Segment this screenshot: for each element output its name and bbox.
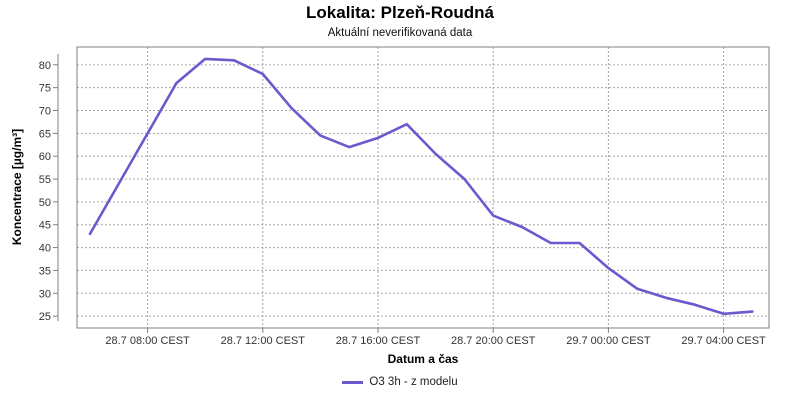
x-tick-label: 28.7 12:00 CEST — [221, 335, 306, 347]
y-tick-label: 80 — [39, 60, 51, 72]
x-tick-label: 28.7 20:00 CEST — [451, 335, 536, 347]
x-tick-label: 29.7 04:00 CEST — [681, 335, 766, 347]
y-tick-label: 40 — [39, 243, 51, 255]
y-axis-title: Koncentrace [µg/m³] — [10, 128, 24, 246]
legend: O3 3h - z modelu — [0, 376, 800, 388]
y-tick-label: 75 — [39, 83, 51, 95]
y-tick-label: 65 — [39, 128, 51, 140]
y-tick-label: 35 — [39, 265, 51, 277]
y-tick-label: 45 — [39, 220, 51, 232]
y-tick-label: 60 — [39, 151, 51, 163]
y-tick-label: 30 — [39, 288, 51, 300]
y-tick-label: 55 — [39, 174, 51, 186]
x-tick-label: 28.7 08:00 CEST — [105, 335, 190, 347]
legend-label: O3 3h - z modelu — [369, 376, 458, 388]
y-tick-label: 25 — [39, 311, 51, 323]
plot-frame — [76, 46, 770, 329]
x-tick-label: 29.7 00:00 CEST — [566, 335, 651, 347]
x-axis-title: Datum a čas — [387, 352, 459, 366]
y-tick-label: 50 — [39, 197, 51, 209]
y-tick-label: 70 — [39, 106, 51, 118]
series-line — [88, 57, 754, 316]
x-tick-label: 28.7 16:00 CEST — [336, 335, 421, 347]
chart-subtitle: Aktuální neverifikovaná data — [327, 27, 473, 39]
legend-line-swatch — [342, 380, 364, 384]
chart-title: Lokalita: Plzeň-Roudná — [306, 3, 494, 22]
